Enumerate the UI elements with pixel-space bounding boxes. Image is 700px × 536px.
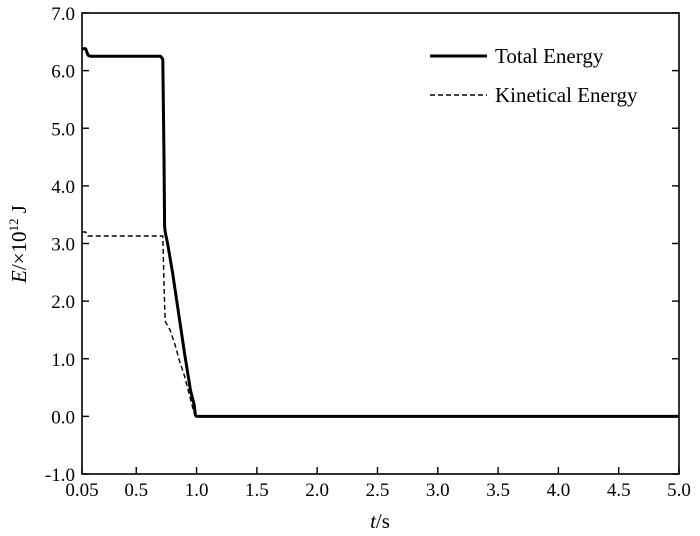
y-axis-ticks: -1.0 0.0 1.0 2.0 3.0 4.0 5.0 6.0 7.0 <box>45 4 679 486</box>
y-axis-label: E/×1012 J <box>6 205 31 284</box>
y-axis-exponent: 12 <box>6 218 21 231</box>
x-axis-ticks: 0.05 0.5 1.0 1.5 2.0 2.5 3.0 3.5 4.0 4.5 5.0 <box>65 467 691 501</box>
y-tick-label: -1.0 <box>45 465 75 486</box>
x-tick-label: 3.0 <box>426 480 450 501</box>
legend-label-total-energy: Total Energy <box>495 44 604 68</box>
x-tick-label: 4.0 <box>547 480 571 501</box>
x-tick-label: 1.5 <box>245 480 269 501</box>
y-tick-label: 5.0 <box>51 119 75 140</box>
y-axis-unit-prefix: /×10 <box>7 231 31 270</box>
y-tick-label: 1.0 <box>51 350 75 371</box>
y-axis-unit: J <box>7 205 31 218</box>
x-tick-label: 5.0 <box>667 480 691 501</box>
x-tick-label: 4.5 <box>607 480 631 501</box>
x-tick-label: 2.5 <box>366 480 390 501</box>
y-tick-label: 2.0 <box>51 292 75 313</box>
legend: Total Energy Kinetical Energy <box>430 44 638 107</box>
x-axis-unit: /s <box>376 509 390 533</box>
x-tick-label: 0.05 <box>65 480 98 501</box>
y-tick-label: 3.0 <box>51 235 75 256</box>
x-axis-var: t <box>370 509 377 533</box>
x-tick-label: 3.5 <box>486 480 510 501</box>
x-tick-label: 0.5 <box>124 480 148 501</box>
x-tick-label: 1.0 <box>185 480 209 501</box>
x-tick-label: 2.0 <box>305 480 329 501</box>
y-tick-label: 7.0 <box>51 4 75 25</box>
series-line-total-energy <box>82 47 679 418</box>
legend-label-kinetical-energy: Kinetical Energy <box>495 83 638 107</box>
series-line-kinetical-energy <box>82 231 195 414</box>
y-tick-label: 4.0 <box>51 177 75 198</box>
x-axis-label: t/s <box>370 509 390 533</box>
y-tick-label: 0.0 <box>51 407 75 428</box>
series-layer <box>82 47 679 418</box>
y-tick-label: 6.0 <box>51 62 75 83</box>
y-axis-var: E <box>7 270 31 284</box>
